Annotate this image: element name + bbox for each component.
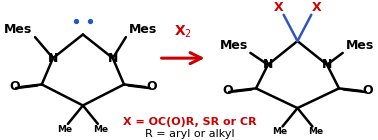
Text: Me: Me <box>93 125 108 134</box>
Text: Mes: Mes <box>129 23 157 36</box>
Text: X: X <box>274 1 283 14</box>
Text: N: N <box>48 52 58 65</box>
Text: X = OC(O)R, SR or CR: X = OC(O)R, SR or CR <box>122 117 256 127</box>
Text: N: N <box>322 58 332 71</box>
Text: Me: Me <box>272 127 287 136</box>
Text: Mes: Mes <box>345 38 374 52</box>
Text: R = aryl or alkyl: R = aryl or alkyl <box>145 129 234 139</box>
Text: Mes: Mes <box>4 23 33 36</box>
Text: Me: Me <box>57 125 73 134</box>
Text: N: N <box>108 52 118 65</box>
Text: O: O <box>362 84 373 97</box>
Text: Me: Me <box>308 127 323 136</box>
Text: N: N <box>263 58 273 71</box>
Text: X$_2$: X$_2$ <box>174 24 192 40</box>
Text: O: O <box>9 80 20 93</box>
Text: O: O <box>222 84 233 97</box>
Text: Mes: Mes <box>219 38 248 52</box>
Text: X: X <box>312 1 321 14</box>
Text: O: O <box>146 80 156 93</box>
